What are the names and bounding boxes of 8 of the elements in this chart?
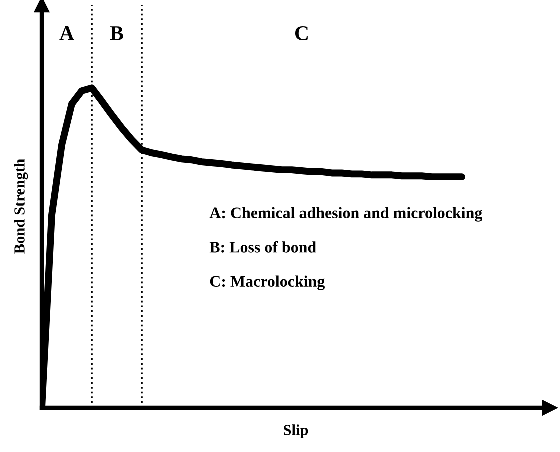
y-axis-title: Bond Strength	[14, 159, 28, 254]
annotation: B: Loss of bond	[210, 241, 316, 253]
text: B	[110, 26, 124, 40]
annotation: C: Macrolocking	[210, 276, 325, 290]
text: A	[60, 26, 74, 40]
x-axis-title: Slip	[284, 424, 308, 439]
annotation: A: Chemical adhesion and microlocking	[210, 207, 483, 222]
text: C	[295, 26, 308, 40]
